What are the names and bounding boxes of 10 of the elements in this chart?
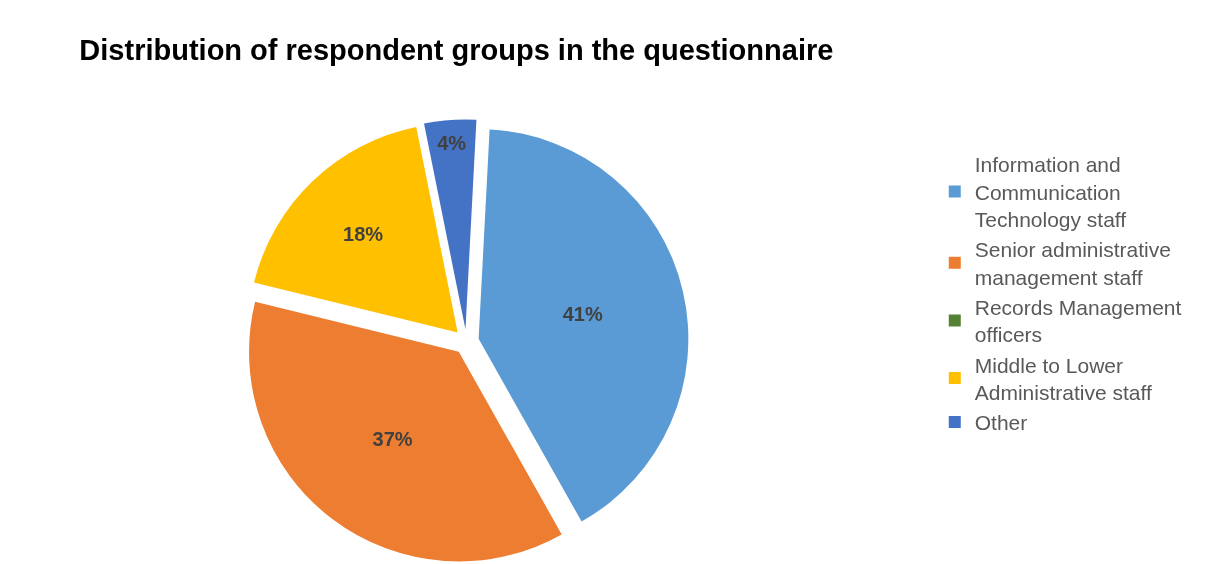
chart-title: Distribution of respondent groups in the questionnaire — [79, 33, 834, 66]
legend-label: Senior administrative management staff — [974, 238, 1171, 289]
legend-label: Other — [974, 411, 1028, 435]
legend-label: Records Management officers — [974, 295, 1182, 347]
data-label: 18% — [343, 223, 384, 246]
data-label: 37% — [372, 427, 413, 450]
data-label: 41% — [562, 303, 603, 326]
legend-label: Middle to Lower Administrative staff — [974, 353, 1152, 404]
legend-label: Information and Communication Technology staff — [974, 153, 1127, 232]
data-label: 4% — [437, 132, 467, 155]
